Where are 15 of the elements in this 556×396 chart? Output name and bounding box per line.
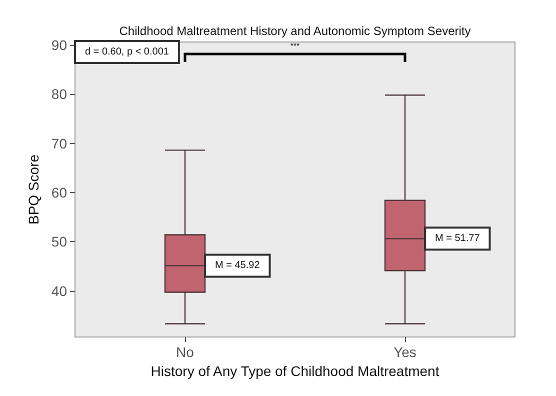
y-tick-label: 80 — [51, 86, 68, 102]
y-tick-label: 40 — [51, 282, 68, 299]
y-tick-label: 60 — [51, 184, 68, 200]
annotation: d = 0.60, p < 0.001 — [85, 46, 170, 58]
annotation: *** — [290, 42, 300, 50]
x-axis-title: History of Any Type of Childhood Maltreatment — [150, 362, 440, 379]
x-tick-label: Yes — [394, 344, 416, 360]
y-tick-label: 70 — [51, 135, 68, 152]
x-tick-label: No — [176, 344, 194, 360]
y-tick-label: 50 — [51, 234, 68, 250]
chart-title: Childhood Maltreatment History and Autonomic Symptom Severity — [119, 24, 471, 38]
annotation: M = 51.77 — [435, 233, 480, 244]
y-axis-title: BPQ Score — [26, 154, 42, 225]
annotation: M = 45.92 — [215, 260, 260, 272]
y-tick-label: 90 — [51, 36, 68, 53]
